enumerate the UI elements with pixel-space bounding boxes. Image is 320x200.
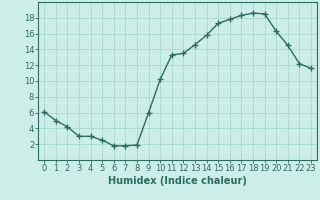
X-axis label: Humidex (Indice chaleur): Humidex (Indice chaleur) [108, 176, 247, 186]
